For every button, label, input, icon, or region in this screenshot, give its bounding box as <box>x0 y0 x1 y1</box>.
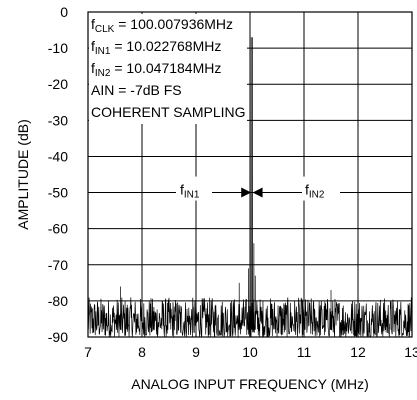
x-tick-label: 11 <box>297 344 312 360</box>
y-tick-label: -60 <box>48 221 68 237</box>
y-tick-labels: 0 -10 -20 -30 -40 -50 -60 -70 -80 -90 <box>48 4 68 345</box>
spectrum-trace <box>87 37 413 338</box>
y-tick-label: -90 <box>48 329 68 345</box>
y-tick-label: -20 <box>48 76 68 92</box>
fclk-annotation: fCLK = 100.007936MHz <box>91 16 233 35</box>
x-tick-label: 7 <box>84 344 92 360</box>
tone2-label: fIN2 <box>305 182 325 201</box>
fin1-annotation: fIN1 = 10.022768MHz <box>91 38 221 57</box>
x-tick-label: 9 <box>192 344 200 360</box>
x-tick-label: 8 <box>138 344 146 360</box>
tone2-arrow-head <box>252 187 263 198</box>
x-axis-label: ANALOG INPUT FREQUENCY (MHz) <box>131 376 369 392</box>
tone1-label: fIN1 <box>180 182 200 201</box>
y-tick-label: -40 <box>48 148 68 164</box>
ain-annotation: AIN = -7dB FS <box>91 82 182 98</box>
y-tick-label: -70 <box>48 257 68 273</box>
tone1-arrow-head <box>241 187 252 198</box>
y-tick-label: -30 <box>48 112 68 128</box>
annotation-box-background <box>89 14 247 124</box>
y-tick-label: -50 <box>48 185 68 201</box>
sampling-annotation: COHERENT SAMPLING <box>91 104 246 120</box>
y-tick-label: -10 <box>48 40 68 56</box>
tone1-label-background <box>176 176 212 201</box>
y-axis-label: AMPLITUDE (dB) <box>15 119 31 229</box>
x-tick-label: 13 <box>404 344 417 360</box>
y-tick-label: -80 <box>48 293 68 309</box>
x-tick-labels: 7 8 9 10 11 12 13 <box>84 344 417 360</box>
fin2-annotation: fIN2 = 10.047184MHz <box>91 60 221 79</box>
tone2-label-background <box>302 176 340 201</box>
x-tick-label: 12 <box>350 344 366 360</box>
x-tick-label: 10 <box>242 344 258 360</box>
y-tick-label: 0 <box>60 4 68 20</box>
